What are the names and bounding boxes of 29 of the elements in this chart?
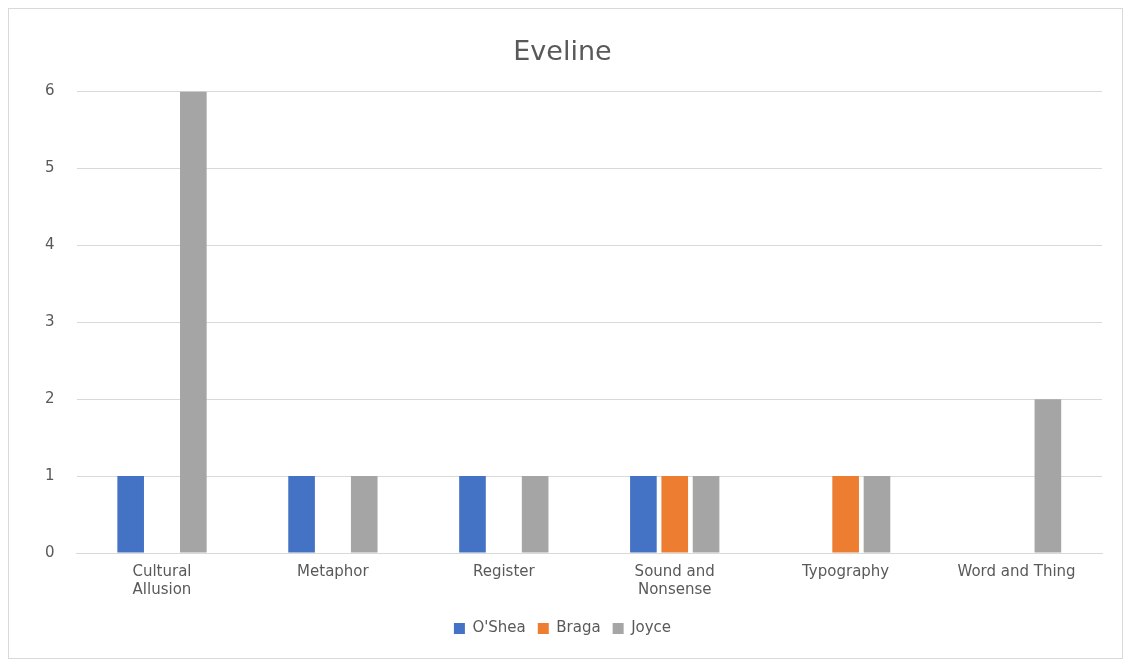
bar [521,476,549,553]
y-tick-label: 5 [45,158,55,177]
y-tick-label: 6 [45,81,55,100]
bar [863,476,891,553]
legend-label: Joyce [630,618,672,637]
bar [117,476,144,553]
y-tick-label: 4 [45,235,55,254]
bar [350,476,378,553]
y-tick-label: 3 [45,312,55,331]
x-tick-label: Register [472,561,536,580]
bar [180,91,207,553]
y-tick-label: 1 [45,465,55,484]
x-tick-label: Word and Thing [957,561,1076,580]
bar [459,476,486,553]
legend-label: Braga [556,618,601,637]
bar [288,476,315,553]
bar [630,476,657,553]
bar [832,476,859,553]
chart-title: Eveline [513,35,612,67]
bar [1034,399,1062,553]
y-tick-label: 0 [45,542,55,561]
y-tick-label: 2 [45,389,55,408]
x-tick-label: Cultural Allusion [132,561,192,598]
bar [692,476,720,553]
legend-label: O'Shea [472,618,526,637]
bar [661,476,689,553]
x-tick-label: Metaphor [297,561,370,580]
x-tick-label: Typography [801,561,890,580]
x-tick-label: Sound and Nonsense [634,561,715,598]
